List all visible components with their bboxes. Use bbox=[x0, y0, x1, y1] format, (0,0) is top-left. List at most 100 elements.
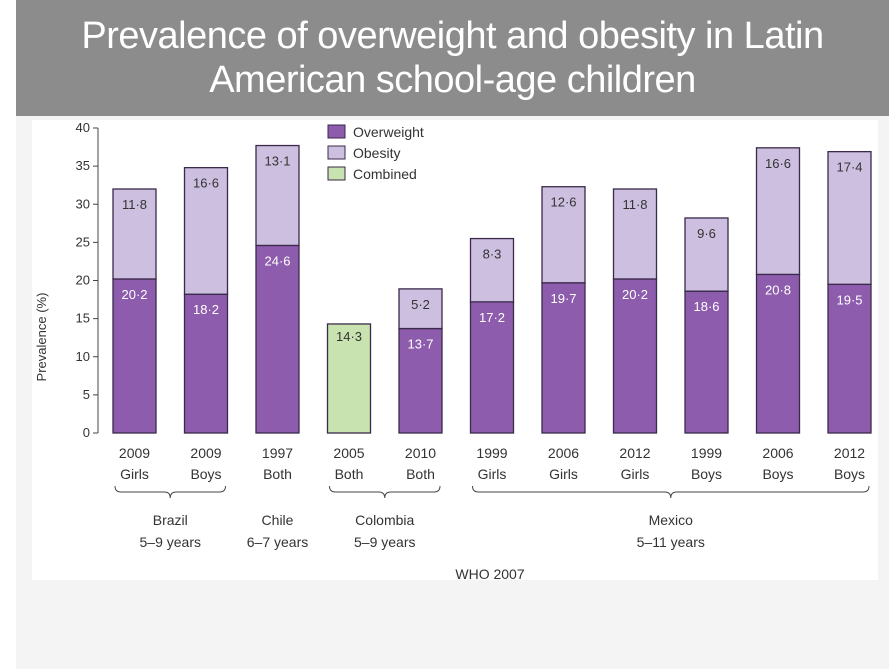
bar-overweight bbox=[541, 282, 586, 434]
bar-label-overweight: 18·2 bbox=[193, 302, 219, 317]
bar-label-overweight: 20·2 bbox=[121, 287, 147, 302]
bar-obesity bbox=[469, 237, 515, 303]
y-tick-label: 25 bbox=[76, 234, 90, 249]
slide-title-line-2: American school-age children bbox=[209, 59, 696, 101]
y-axis: 0 5 10 15 20 25 30 35 40 bbox=[76, 120, 99, 440]
legend: Overweight Obesity Combined bbox=[327, 124, 424, 182]
group-country-label: Brazil bbox=[153, 512, 188, 528]
x-tick-label-group: Girls bbox=[621, 466, 650, 482]
bar-obesity bbox=[755, 147, 801, 276]
bar-obesity bbox=[612, 188, 658, 280]
bar-obesity bbox=[684, 217, 729, 292]
legend-swatch bbox=[327, 124, 346, 139]
y-tick-label: 30 bbox=[76, 196, 90, 211]
bar-label-obesity: 8·3 bbox=[483, 247, 502, 262]
x-tick-label-group: Both bbox=[335, 466, 364, 482]
x-tick-label-year: 2012 bbox=[834, 445, 865, 461]
bar-label-overweight: 24·6 bbox=[264, 253, 290, 268]
group-country-label: Colombia bbox=[355, 512, 414, 528]
bar-overweight bbox=[755, 273, 801, 434]
bars: 20·2 11·8 18·2 16·6 24·6 13·1 14·3 13·7 5·2 17·2 8… bbox=[112, 144, 872, 434]
x-tick-label-year: 2010 bbox=[405, 445, 436, 461]
y-tick-label: 40 bbox=[76, 120, 90, 135]
title-bar bbox=[16, 0, 889, 116]
x-tick-label-group: Boys bbox=[691, 466, 722, 482]
bar-obesity bbox=[112, 188, 157, 280]
bar-label-obesity: 9·6 bbox=[697, 226, 716, 241]
x-tick-label-year: 2009 bbox=[119, 445, 150, 461]
legend-swatch bbox=[327, 166, 346, 181]
group-bracket bbox=[472, 485, 870, 499]
bar-label-overweight: 18·6 bbox=[693, 299, 719, 314]
bar-overweight bbox=[183, 293, 229, 434]
legend-label: Combined bbox=[353, 166, 417, 182]
y-tick-label: 15 bbox=[76, 311, 90, 326]
group-bracket bbox=[114, 485, 226, 499]
bar-overweight bbox=[112, 278, 157, 434]
bar-label-obesity: 13·1 bbox=[264, 154, 290, 169]
bar-label-obesity: 16·6 bbox=[193, 176, 219, 191]
y-tick-label: 0 bbox=[83, 425, 90, 440]
bar-obesity bbox=[183, 167, 229, 295]
bar-label-combined: 14·3 bbox=[336, 329, 362, 344]
bar-combined bbox=[326, 323, 372, 434]
x-tick-label-group: Girls bbox=[549, 466, 578, 482]
bar-label-overweight: 19·7 bbox=[550, 291, 576, 306]
group-age-label: 5–9 years bbox=[140, 534, 201, 550]
country-groups: Brazil 5–9 years Chile 6–7 years Colombia 5–9… bbox=[114, 485, 870, 550]
bar-overweight bbox=[684, 290, 729, 434]
bar-label-obesity: 17·4 bbox=[836, 160, 862, 175]
bar-obesity bbox=[827, 150, 872, 285]
x-axis-label: WHO 2007 bbox=[455, 566, 524, 580]
bar-label-obesity: 5·2 bbox=[411, 297, 430, 312]
x-tick-label-year: 2012 bbox=[619, 445, 650, 461]
bar-label-obesity: 16·6 bbox=[765, 156, 791, 171]
y-tick-label: 20 bbox=[76, 273, 90, 288]
bar-label-overweight: 20·2 bbox=[622, 287, 648, 302]
y-tick-label: 35 bbox=[76, 158, 90, 173]
bar-overweight bbox=[255, 244, 300, 434]
x-tick-label-group: Girls bbox=[120, 466, 149, 482]
chart-panel bbox=[32, 120, 878, 580]
group-country-label: Chile bbox=[262, 512, 294, 528]
x-tick-label-year: 2006 bbox=[762, 445, 793, 461]
x-tick-label-group: Both bbox=[406, 466, 435, 482]
legend-swatch bbox=[327, 145, 346, 160]
bar-label-overweight: 20·8 bbox=[765, 282, 791, 297]
group-age-label: 5–9 years bbox=[354, 534, 415, 550]
bar-label-overweight: 17·2 bbox=[479, 310, 505, 325]
group-bracket bbox=[329, 485, 441, 499]
y-tick-label: 10 bbox=[76, 349, 90, 364]
slide-title-line-1: Prevalence of overweight and obesity in … bbox=[81, 15, 824, 57]
bar-obesity bbox=[541, 186, 586, 284]
x-tick-label-year: 2009 bbox=[190, 445, 221, 461]
x-axis-labels: 2009 Girls 2009 Boys 1997 Both 2005 Both 2010 Bot… bbox=[119, 445, 865, 482]
group-age-label: 6–7 years bbox=[247, 534, 308, 550]
bar-label-overweight: 19·5 bbox=[836, 292, 862, 307]
y-axis-label: Prevalence (%) bbox=[34, 293, 49, 382]
x-tick-label-year: 1999 bbox=[691, 445, 722, 461]
x-tick-label-group: Both bbox=[263, 466, 292, 482]
slide-title: Prevalence of overweight and obesity in … bbox=[16, 14, 889, 102]
x-tick-label-group: Boys bbox=[834, 466, 865, 482]
bar-label-obesity: 11·8 bbox=[122, 197, 147, 212]
x-tick-label-year: 1999 bbox=[476, 445, 507, 461]
bar-label-overweight: 13·7 bbox=[407, 337, 433, 352]
bar-obesity bbox=[255, 144, 300, 247]
bar-label-obesity: 11·8 bbox=[622, 197, 647, 212]
x-tick-label-year: 2006 bbox=[548, 445, 579, 461]
x-tick-label-year: 2005 bbox=[333, 445, 364, 461]
stacked-bar-chart: 0 5 10 15 20 25 30 35 40 Prevalence (%) 20·2 11·8… bbox=[34, 120, 872, 580]
bar-obesity bbox=[398, 288, 443, 330]
x-tick-label-group: Boys bbox=[190, 466, 221, 482]
x-tick-label-year: 1997 bbox=[262, 445, 293, 461]
group-country-label: Mexico bbox=[649, 512, 694, 528]
bar-overweight bbox=[827, 283, 872, 434]
y-tick-label: 5 bbox=[83, 387, 90, 402]
x-tick-label-group: Boys bbox=[762, 466, 793, 482]
x-tick-label-group: Girls bbox=[478, 466, 507, 482]
legend-label: Obesity bbox=[353, 145, 400, 161]
legend-label: Overweight bbox=[353, 124, 424, 140]
bar-overweight bbox=[469, 301, 515, 434]
group-age-label: 5–11 years bbox=[637, 534, 705, 550]
